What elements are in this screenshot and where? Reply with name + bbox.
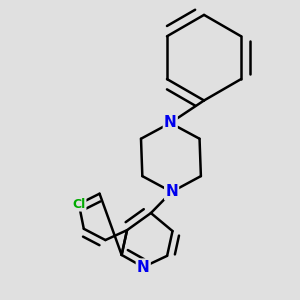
Text: N: N [165,184,178,200]
Text: N: N [137,260,150,274]
Text: Cl: Cl [72,197,86,211]
Text: N: N [164,116,177,130]
